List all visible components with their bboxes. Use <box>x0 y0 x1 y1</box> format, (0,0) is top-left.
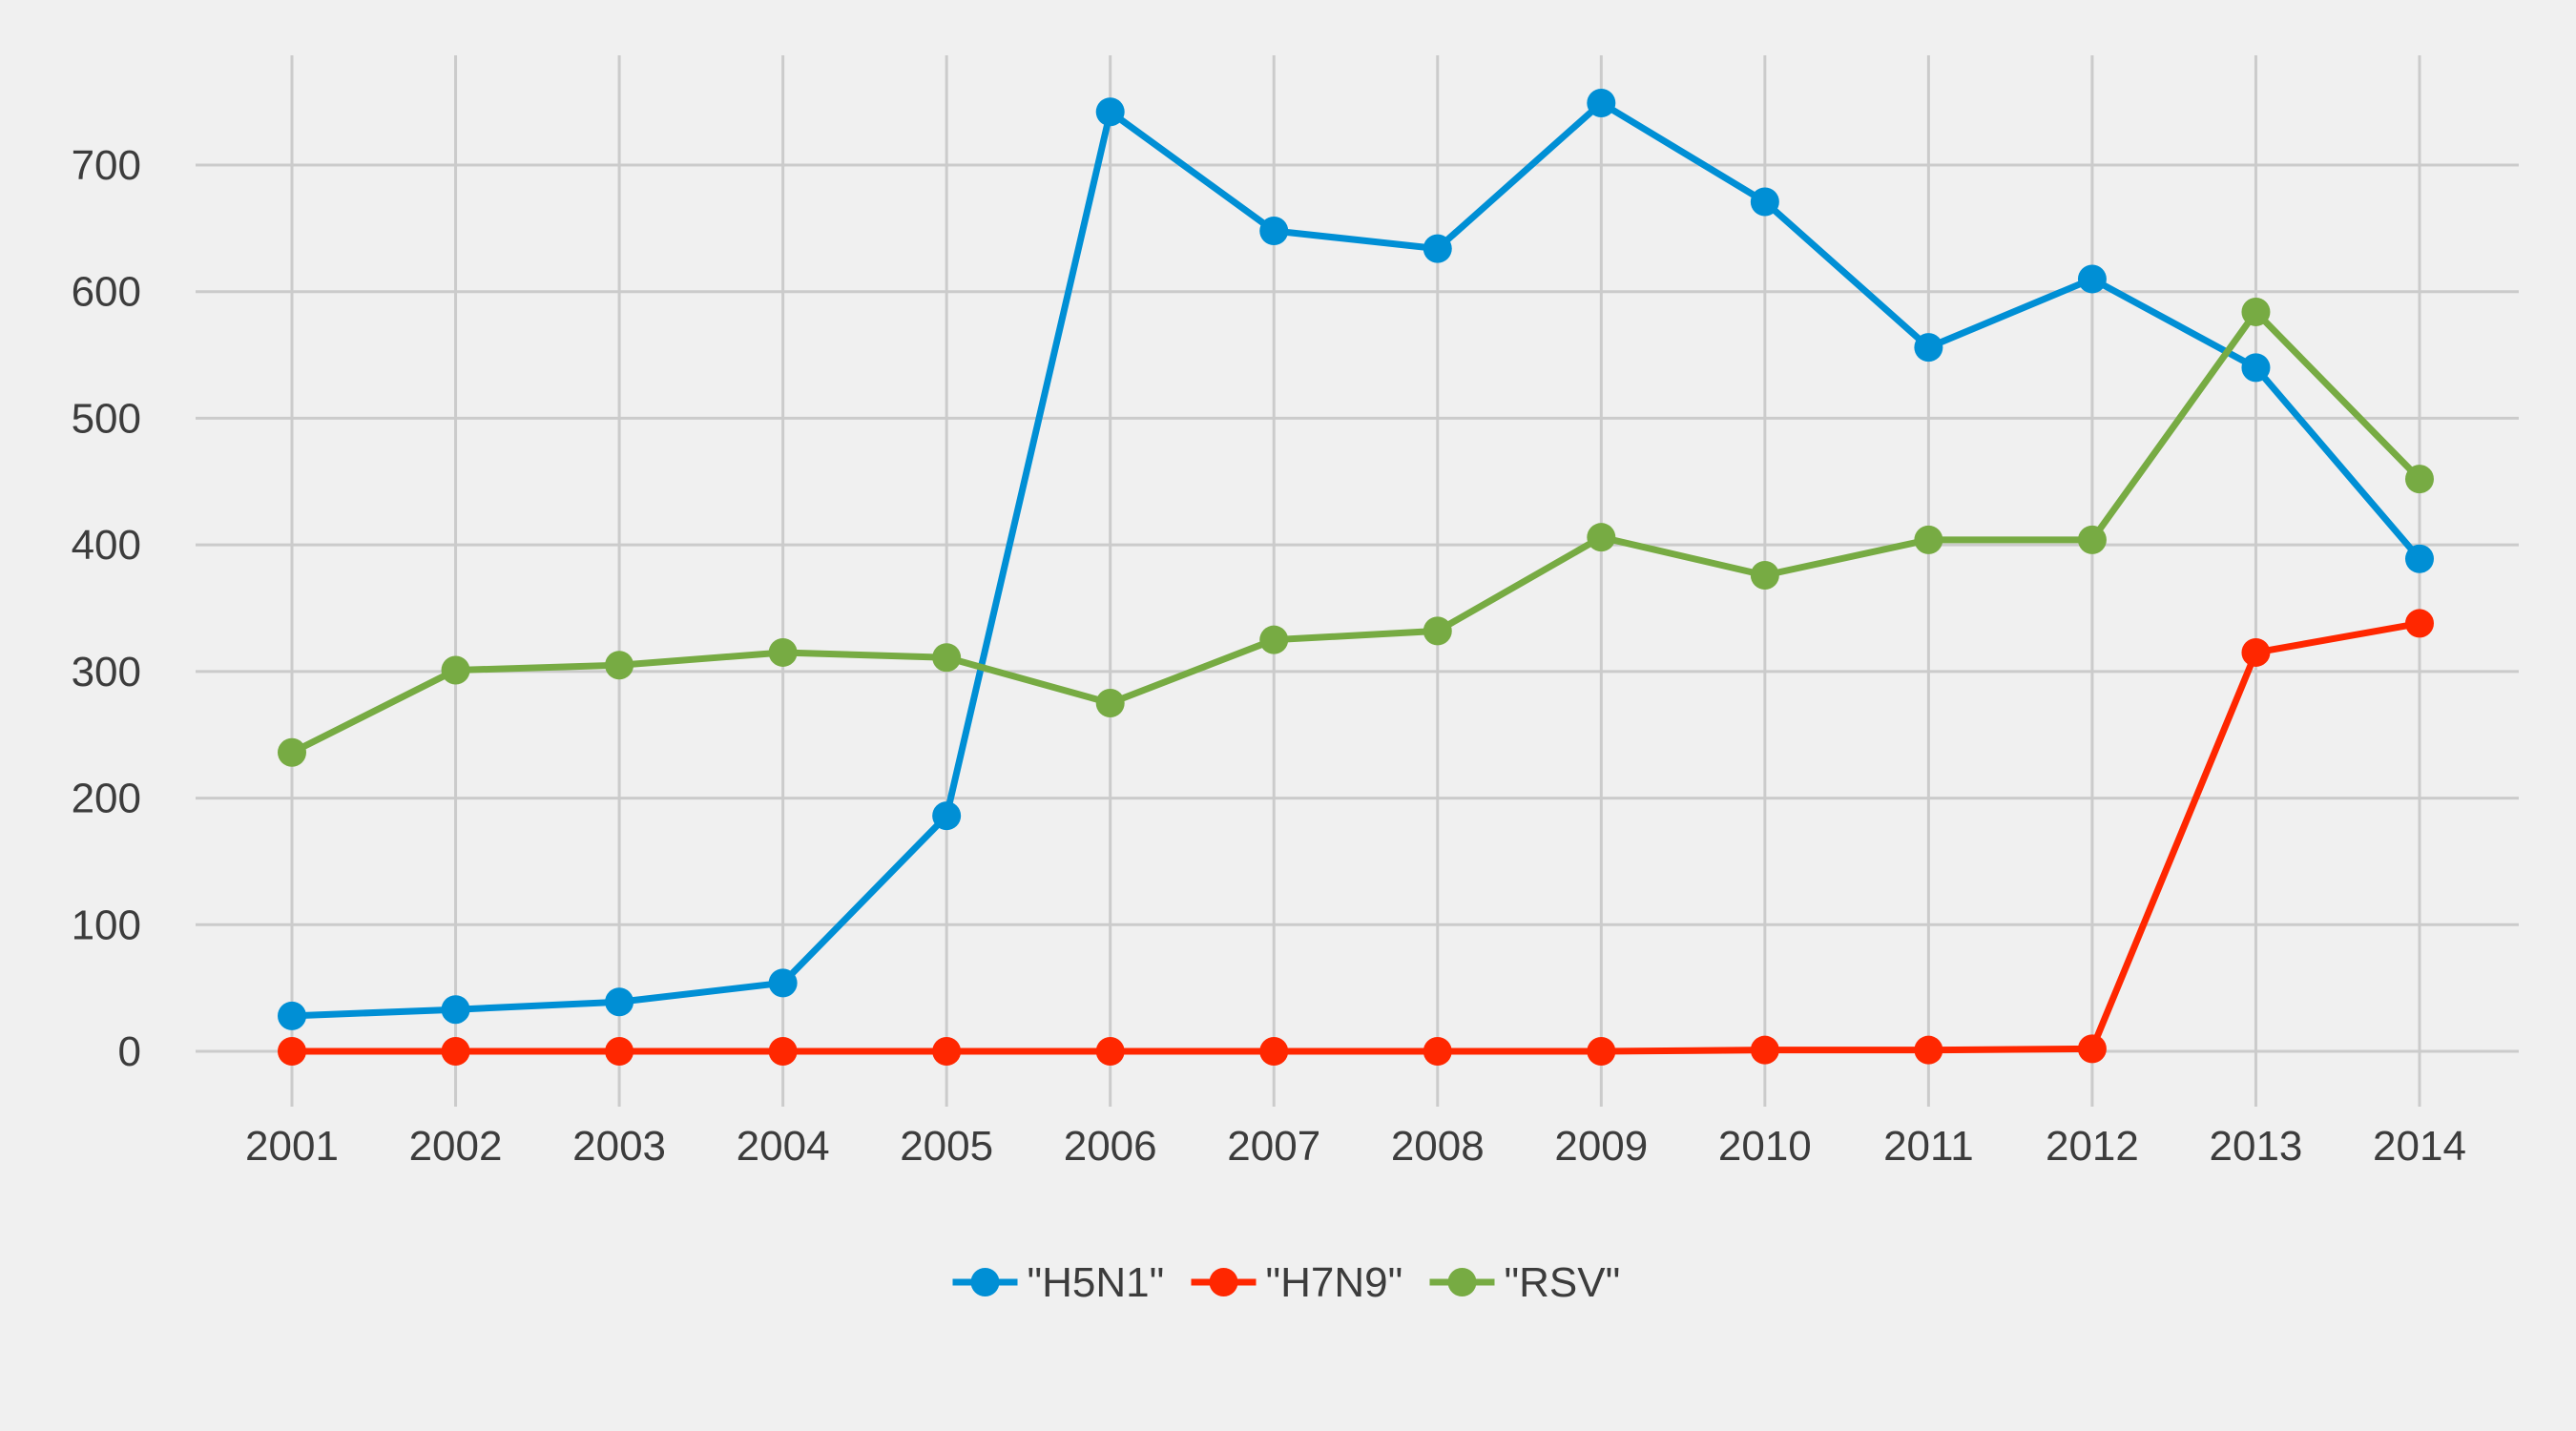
x-tick-label: 2004 <box>737 1123 830 1170</box>
data-point <box>441 995 470 1025</box>
legend-item: "H7N9" <box>1191 1259 1403 1306</box>
data-point <box>1914 1035 1943 1065</box>
x-tick-label: 2012 <box>2046 1123 2139 1170</box>
x-tick-label: 2006 <box>1064 1123 1157 1170</box>
data-point <box>1423 1037 1452 1066</box>
x-tick-label: 2005 <box>900 1123 993 1170</box>
data-point <box>768 637 798 667</box>
y-tick-label: 700 <box>72 142 141 189</box>
y-tick-label: 400 <box>72 522 141 569</box>
data-point <box>1423 616 1452 646</box>
data-point <box>932 643 962 673</box>
y-tick-label: 200 <box>72 776 141 822</box>
y-tick-label: 100 <box>72 902 141 948</box>
data-point <box>441 655 470 685</box>
data-point <box>2241 637 2271 667</box>
legend-item: "RSV" <box>1429 1259 1621 1306</box>
series-2 <box>278 297 2434 767</box>
grid <box>196 55 2519 1107</box>
series-1 <box>278 609 2434 1066</box>
series-line <box>288 619 2423 1055</box>
data-point <box>1914 525 1943 554</box>
data-point <box>2241 353 2271 383</box>
x-tick-label: 2002 <box>409 1123 503 1170</box>
data-point <box>2077 525 2107 554</box>
data-point <box>278 1037 306 1066</box>
series-line <box>288 99 2423 1020</box>
legend-label: "H7N9" <box>1266 1259 1403 1306</box>
data-point <box>2405 544 2434 573</box>
data-point <box>278 737 306 767</box>
axes: 0 100 200 300 400 500 600 700 2001 2002 2003 2004 20… <box>72 142 2466 1170</box>
legend-label: "H5N1" <box>1028 1259 1165 1306</box>
x-tick-label: 2014 <box>2373 1123 2466 1170</box>
x-tick-label: 2009 <box>1554 1123 1648 1170</box>
data-point <box>1587 88 1616 117</box>
data-point <box>768 1037 798 1066</box>
data-point <box>932 801 962 831</box>
data-point <box>2077 264 2107 294</box>
data-point <box>2405 609 2434 638</box>
y-tick-label: 600 <box>72 269 141 316</box>
data-point <box>1587 523 1616 552</box>
y-tick-label: 500 <box>72 395 141 442</box>
data-point <box>1095 689 1125 718</box>
data-point <box>1750 560 1779 590</box>
data-point <box>2077 1034 2107 1064</box>
data-point <box>2241 297 2271 326</box>
data-point <box>1423 234 1452 263</box>
legend-label: "RSV" <box>1505 1259 1621 1306</box>
legend-key-marker <box>970 1268 1000 1296</box>
y-tick-label: 0 <box>118 1028 141 1075</box>
data-point <box>1259 1037 1289 1066</box>
data-point <box>605 987 634 1017</box>
legend-item: "H5N1" <box>952 1259 1165 1306</box>
data-point <box>1259 625 1289 654</box>
data-point <box>605 651 634 680</box>
series-line <box>288 308 2423 757</box>
x-tick-label: 2003 <box>572 1123 666 1170</box>
data-point <box>1095 1037 1125 1066</box>
data-point <box>1914 333 1943 363</box>
x-tick-label: 2011 <box>1883 1123 1974 1170</box>
series <box>278 88 2434 1066</box>
y-tick-label: 300 <box>72 649 141 695</box>
data-point <box>1750 1035 1779 1065</box>
data-point <box>768 968 798 998</box>
series-0 <box>278 88 2434 1030</box>
data-point <box>2405 465 2434 494</box>
data-point <box>1587 1037 1616 1066</box>
data-point <box>441 1037 470 1066</box>
data-point <box>605 1037 634 1066</box>
data-point <box>932 1037 962 1066</box>
data-point <box>1259 217 1289 246</box>
legend-key-marker <box>1209 1268 1238 1296</box>
x-tick-label: 2007 <box>1227 1123 1320 1170</box>
x-tick-label: 2008 <box>1391 1123 1485 1170</box>
data-point <box>1750 187 1779 217</box>
data-point <box>1095 97 1125 127</box>
x-tick-label: 2010 <box>1718 1123 1812 1170</box>
legend-key-marker <box>1447 1268 1477 1296</box>
x-tick-label: 2001 <box>245 1123 339 1170</box>
legend: "H5N1" "H7N9" "RSV" <box>952 1259 1621 1306</box>
data-point <box>278 1001 306 1030</box>
x-tick-label: 2013 <box>2210 1123 2303 1170</box>
